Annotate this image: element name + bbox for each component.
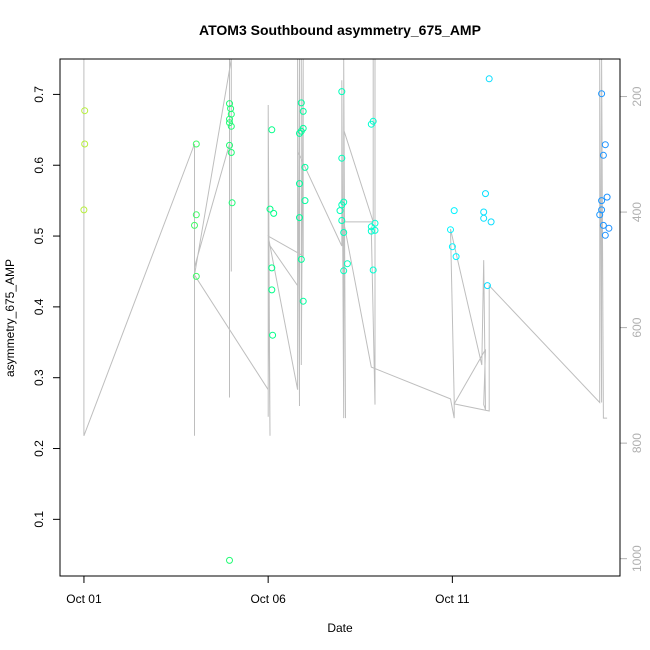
data-point: [367, 223, 375, 231]
y2-tick-label: 400: [630, 202, 644, 222]
data-point: [367, 227, 375, 235]
data-point: [603, 193, 611, 201]
data-point: [296, 129, 303, 137]
y-tick-label: 0.5: [32, 227, 46, 244]
data-point: [192, 272, 200, 280]
data-point: [226, 556, 233, 564]
series-line: [83, 59, 608, 436]
data-point: [367, 120, 375, 128]
data-point: [269, 331, 277, 339]
data-point: [81, 140, 89, 148]
data-point: [482, 190, 489, 198]
data-point: [226, 119, 233, 127]
y-tick-label: 0.4: [32, 298, 46, 315]
data-point: [371, 226, 379, 234]
data-point: [338, 217, 346, 224]
y-tick-label: 0.7: [32, 86, 46, 103]
data-point: [450, 207, 458, 215]
data-point: [80, 206, 88, 214]
data-point: [601, 141, 609, 149]
data-point: [480, 208, 488, 216]
y-tick-label: 0.6: [32, 157, 46, 174]
y-tick-label: 0.1: [32, 511, 46, 528]
data-point: [338, 154, 346, 162]
data-point: [227, 110, 235, 118]
data-point: [227, 149, 235, 156]
data-point: [266, 205, 274, 213]
data-point: [296, 214, 303, 222]
y2-tick-label: 1000: [630, 545, 644, 572]
data-point: [599, 221, 607, 229]
data-point: [596, 211, 604, 219]
data-point: [340, 267, 348, 275]
x-tick-label: Oct 06: [250, 592, 286, 606]
data-point: [192, 211, 200, 219]
data-point: [340, 198, 348, 206]
data-point: [270, 209, 278, 217]
data-point: [601, 231, 609, 239]
data-point: [598, 90, 606, 98]
data-point: [299, 107, 307, 115]
data-point: [371, 219, 379, 227]
data-point: [480, 214, 488, 222]
data-point: [343, 260, 351, 268]
data-point: [336, 207, 344, 215]
data-point: [81, 107, 89, 115]
data-point: [338, 88, 346, 96]
data-point: [297, 99, 305, 107]
data-point: [268, 126, 276, 134]
data-point: [485, 75, 493, 83]
data-point: [192, 140, 200, 148]
chart-title: ATOM3 Southbound asymmetry_675_AMP: [199, 22, 481, 38]
data-point: [301, 197, 309, 205]
data-point: [483, 282, 491, 290]
data-point: [598, 197, 606, 205]
y-tick-label: 0.3: [32, 369, 46, 386]
data-point: [226, 100, 233, 108]
x-tick-label: Oct 01: [66, 592, 102, 606]
series-line-layer: [83, 59, 608, 436]
data-point: [296, 180, 303, 188]
data-point: [226, 141, 233, 149]
data-point: [599, 151, 607, 159]
data-point: [369, 266, 377, 274]
data-point: [452, 253, 460, 261]
data-point: [227, 122, 235, 130]
data-point: [297, 255, 305, 263]
data-point: [448, 243, 456, 251]
points-layer: [80, 75, 613, 564]
y2-tick-label: 200: [630, 86, 644, 106]
data-point: [301, 163, 309, 171]
data-point: [268, 264, 276, 272]
data-point: [447, 226, 454, 234]
y-tick-label: 0.2: [32, 440, 46, 457]
data-point: [605, 224, 613, 232]
axes-layer: Oct 01 Oct 06 Oct 11 0.1 0.2 0.3 0.4 0.5 0.6 0.7 2…: [32, 86, 644, 606]
y2-tick-label: 800: [630, 433, 644, 453]
x-axis-label: Date: [327, 621, 353, 635]
data-point: [228, 199, 236, 207]
data-point: [487, 218, 495, 226]
plot-frame: [59, 58, 621, 577]
data-point: [191, 221, 198, 229]
y-axis-label: asymmetry_675_AMP: [3, 259, 17, 377]
x-tick-label: Oct 11: [435, 592, 470, 606]
y2-tick-label: 600: [630, 317, 644, 337]
data-point: [299, 297, 307, 305]
data-point: [297, 127, 305, 135]
data-point: [268, 286, 276, 294]
data-point: [340, 229, 348, 236]
